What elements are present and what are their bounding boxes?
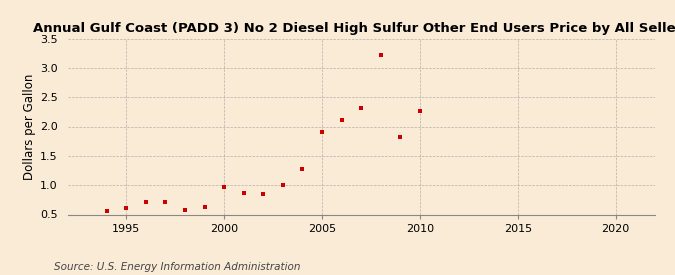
Point <box>336 118 347 122</box>
Point <box>121 206 132 210</box>
Point <box>180 208 190 213</box>
Point <box>297 167 308 171</box>
Point <box>199 205 210 210</box>
Point <box>238 191 249 195</box>
Point <box>395 135 406 139</box>
Point <box>277 182 288 187</box>
Point <box>258 192 269 196</box>
Text: Source: U.S. Energy Information Administration: Source: U.S. Energy Information Administ… <box>54 262 300 272</box>
Point <box>101 209 112 213</box>
Point <box>160 200 171 204</box>
Point <box>140 199 151 204</box>
Y-axis label: Dollars per Gallon: Dollars per Gallon <box>23 73 36 180</box>
Title: Annual Gulf Coast (PADD 3) No 2 Diesel High Sulfur Other End Users Price by All : Annual Gulf Coast (PADD 3) No 2 Diesel H… <box>32 21 675 35</box>
Point <box>375 53 386 57</box>
Point <box>356 106 367 111</box>
Point <box>317 130 327 134</box>
Point <box>414 108 425 113</box>
Point <box>219 185 230 189</box>
